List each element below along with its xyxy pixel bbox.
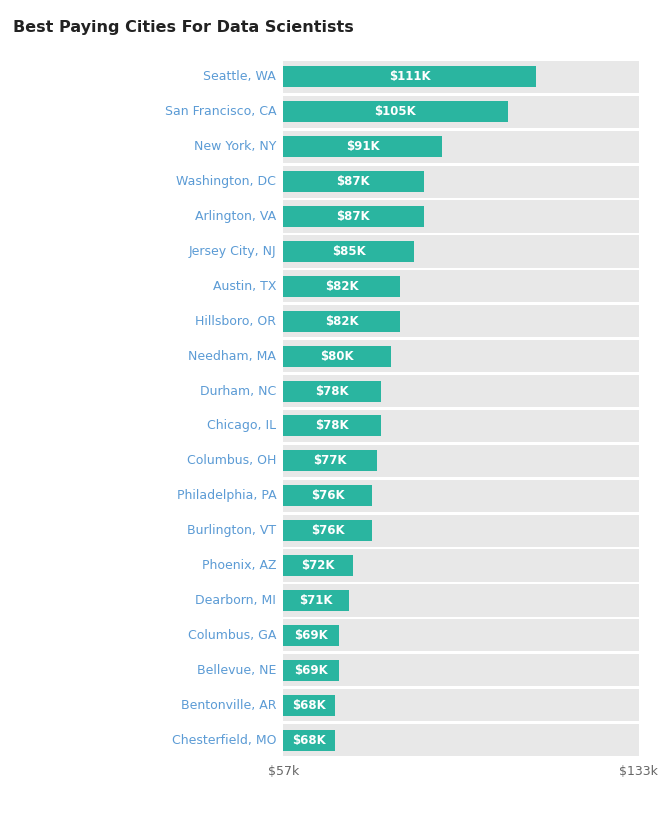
- Bar: [283, 590, 349, 611]
- Text: Hillsboro, OR: Hillsboro, OR: [195, 315, 277, 328]
- Bar: [283, 375, 639, 407]
- Bar: [283, 520, 372, 541]
- Text: $80K: $80K: [320, 350, 354, 363]
- Text: $72K: $72K: [301, 559, 335, 572]
- Bar: [283, 550, 639, 582]
- Text: Austin, TX: Austin, TX: [212, 280, 277, 292]
- Text: Seattle, WA: Seattle, WA: [204, 70, 277, 83]
- Text: $69K: $69K: [295, 629, 328, 642]
- Text: Burlington, VT: Burlington, VT: [187, 525, 277, 537]
- Text: $71K: $71K: [299, 594, 333, 607]
- Bar: [283, 310, 400, 332]
- Bar: [283, 200, 639, 233]
- Bar: [283, 480, 639, 511]
- Text: $87K: $87K: [337, 210, 370, 223]
- Bar: [283, 689, 639, 721]
- Bar: [283, 131, 639, 163]
- Text: $85K: $85K: [332, 245, 365, 258]
- Text: $82K: $82K: [325, 315, 359, 328]
- Bar: [283, 625, 339, 645]
- Bar: [283, 235, 639, 267]
- Bar: [283, 410, 639, 442]
- Bar: [283, 660, 339, 681]
- Text: $78K: $78K: [315, 385, 349, 398]
- Bar: [283, 306, 639, 337]
- Bar: [283, 444, 639, 477]
- Bar: [283, 136, 442, 157]
- Bar: [283, 270, 639, 302]
- Text: $57k: $57k: [268, 766, 299, 778]
- Text: Bellevue, NE: Bellevue, NE: [197, 663, 277, 676]
- Bar: [283, 584, 639, 617]
- Text: Bentonville, AR: Bentonville, AR: [181, 699, 277, 712]
- Text: Columbus, GA: Columbus, GA: [188, 629, 277, 642]
- Bar: [283, 654, 639, 686]
- Bar: [283, 730, 335, 751]
- Text: Dearborn, MI: Dearborn, MI: [195, 594, 277, 607]
- Text: Washington, DC: Washington, DC: [176, 175, 277, 188]
- Text: $133k: $133k: [619, 766, 658, 778]
- Text: New York, NY: New York, NY: [194, 141, 277, 154]
- Text: Chicago, IL: Chicago, IL: [207, 419, 277, 432]
- Text: Needham, MA: Needham, MA: [188, 350, 277, 363]
- Bar: [283, 166, 639, 198]
- Text: Philadelphia, PA: Philadelphia, PA: [176, 489, 277, 502]
- Bar: [283, 340, 639, 373]
- Bar: [283, 724, 639, 756]
- Text: $76K: $76K: [311, 525, 345, 537]
- Text: Arlington, VA: Arlington, VA: [195, 210, 277, 223]
- Text: Best Paying Cities For Data Scientists: Best Paying Cities For Data Scientists: [13, 20, 354, 35]
- Bar: [283, 619, 639, 651]
- Text: $91K: $91K: [346, 141, 379, 154]
- Text: Durham, NC: Durham, NC: [200, 385, 277, 398]
- Text: San Francisco, CA: San Francisco, CA: [165, 105, 277, 118]
- Text: $87K: $87K: [337, 175, 370, 188]
- Text: Jersey City, NJ: Jersey City, NJ: [188, 245, 277, 258]
- Text: $78K: $78K: [315, 419, 349, 432]
- Bar: [283, 416, 381, 436]
- Bar: [283, 694, 335, 716]
- Text: $69K: $69K: [295, 663, 328, 676]
- Bar: [283, 101, 508, 123]
- Text: $76K: $76K: [311, 489, 345, 502]
- Bar: [283, 241, 414, 262]
- Bar: [283, 515, 639, 547]
- Bar: [283, 206, 424, 227]
- Bar: [283, 555, 353, 576]
- Text: $105K: $105K: [375, 105, 416, 118]
- Bar: [283, 381, 381, 401]
- Text: $68K: $68K: [292, 699, 326, 712]
- Text: Chesterfield, MO: Chesterfield, MO: [172, 734, 277, 747]
- Bar: [283, 172, 424, 192]
- Text: $77K: $77K: [313, 454, 347, 467]
- Bar: [283, 485, 372, 507]
- Bar: [283, 276, 400, 297]
- Text: $68K: $68K: [292, 734, 326, 747]
- Text: $82K: $82K: [325, 280, 359, 292]
- Bar: [283, 66, 536, 87]
- Bar: [283, 96, 639, 128]
- Bar: [283, 61, 639, 93]
- Text: Columbus, OH: Columbus, OH: [187, 454, 277, 467]
- Bar: [283, 346, 391, 367]
- Bar: [283, 450, 377, 471]
- Text: $111K: $111K: [389, 70, 430, 83]
- Text: Phoenix, AZ: Phoenix, AZ: [202, 559, 277, 572]
